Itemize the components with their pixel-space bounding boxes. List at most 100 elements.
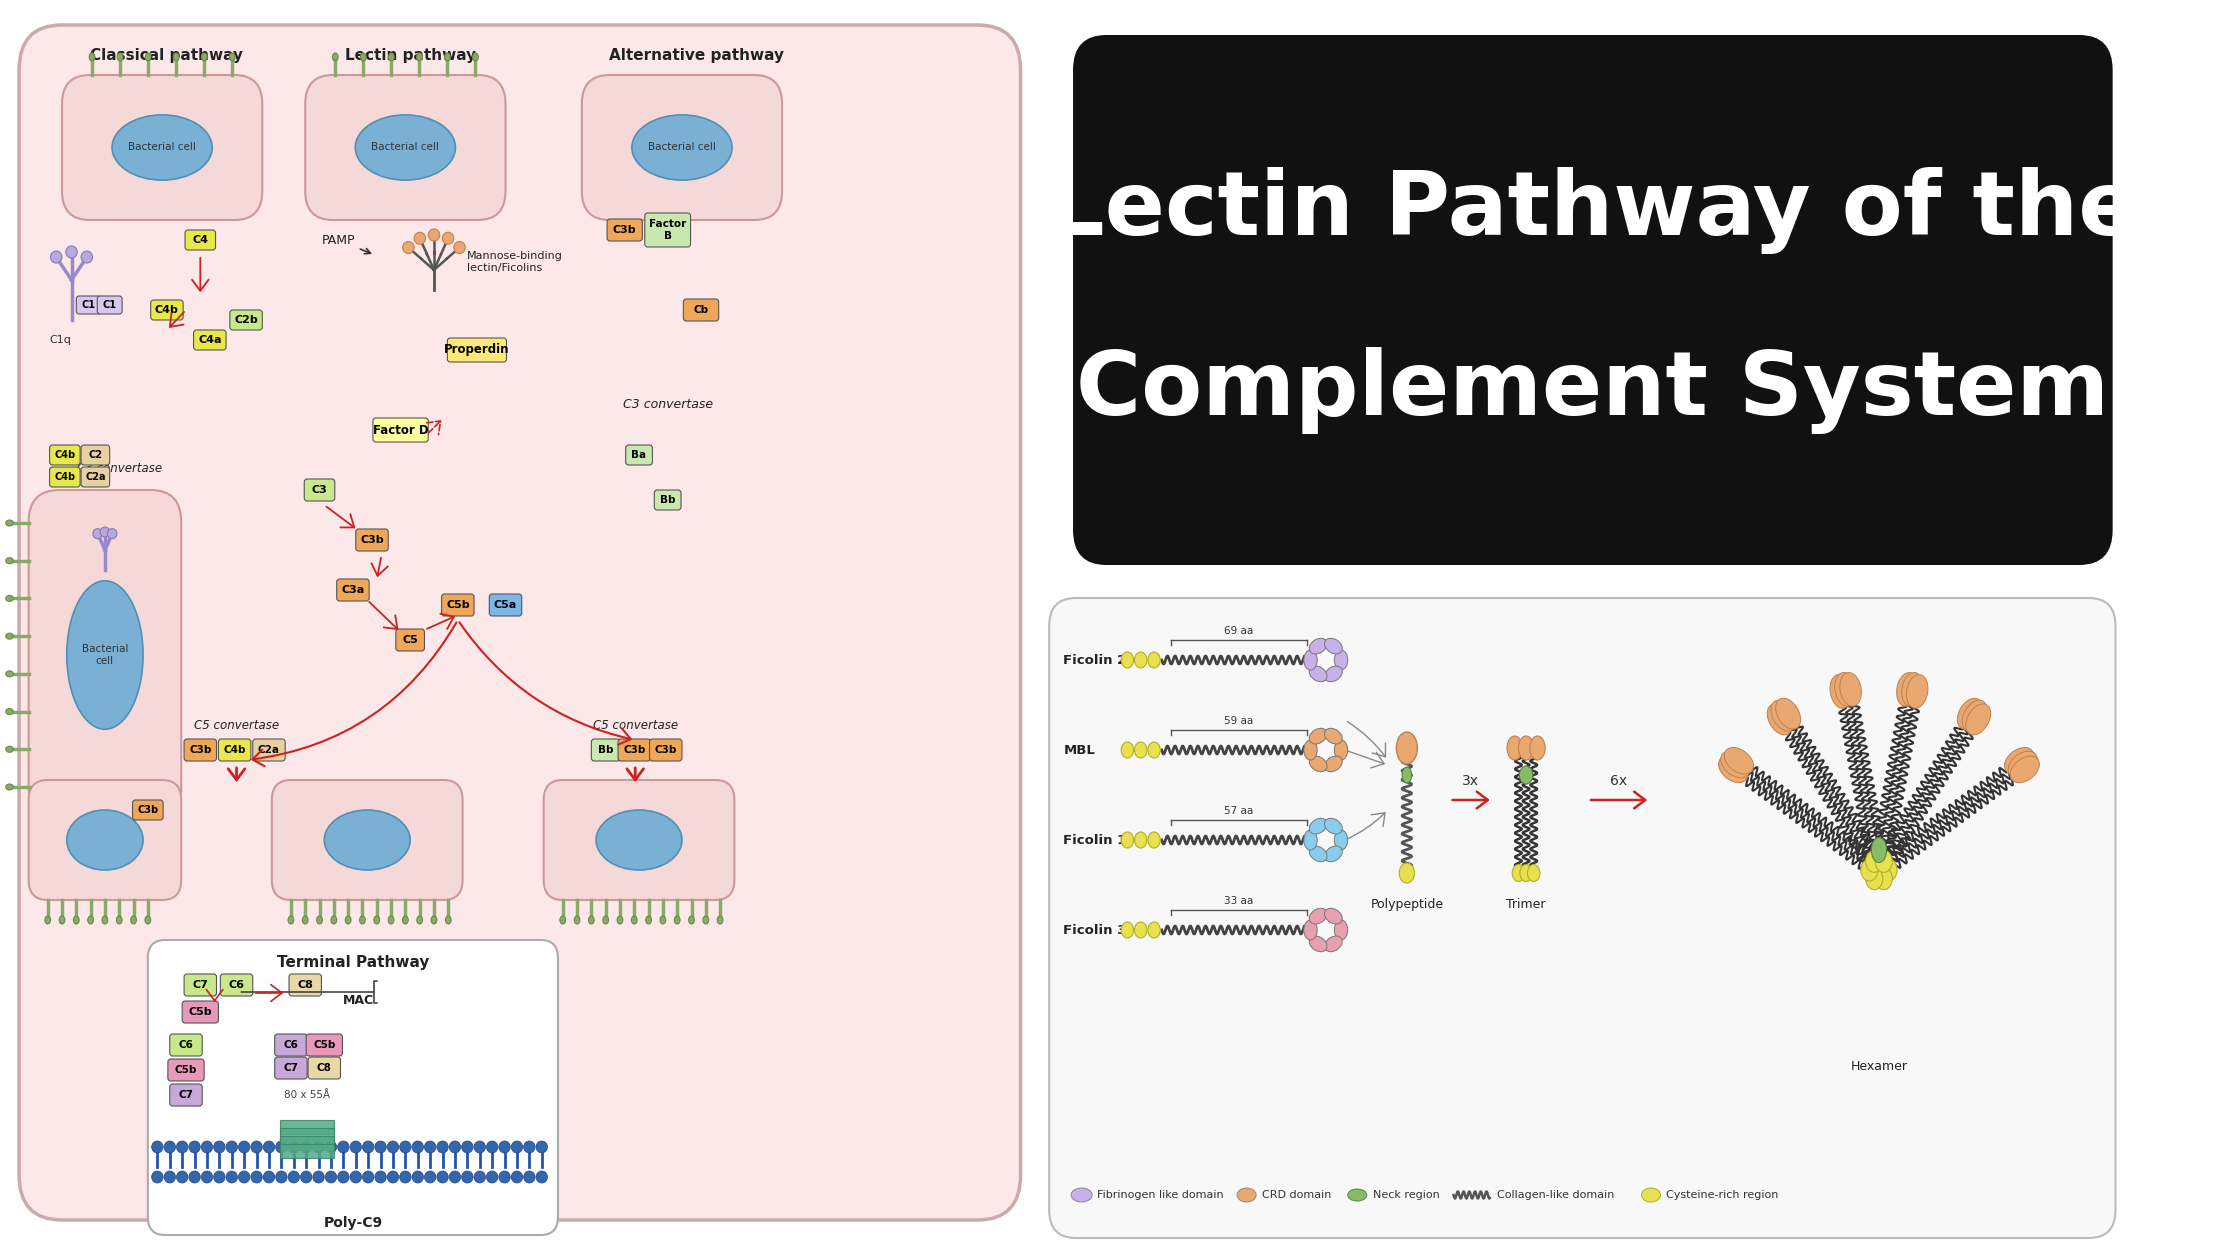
FancyBboxPatch shape — [231, 310, 262, 330]
Circle shape — [511, 1171, 522, 1183]
Text: Bacterial
cell: Bacterial cell — [81, 644, 128, 665]
Ellipse shape — [1402, 767, 1411, 782]
Ellipse shape — [1236, 1188, 1257, 1202]
Ellipse shape — [430, 916, 437, 924]
Text: C6: C6 — [284, 1040, 298, 1050]
Text: C7: C7 — [284, 1063, 298, 1074]
Text: 33 aa: 33 aa — [1225, 896, 1254, 906]
Ellipse shape — [1521, 864, 1532, 882]
Circle shape — [461, 1142, 473, 1153]
Ellipse shape — [1767, 704, 1792, 735]
FancyBboxPatch shape — [186, 231, 215, 249]
Ellipse shape — [1830, 674, 1852, 708]
Text: C2a: C2a — [258, 745, 280, 755]
FancyBboxPatch shape — [309, 1057, 340, 1079]
Ellipse shape — [1512, 864, 1525, 882]
FancyBboxPatch shape — [683, 299, 719, 321]
Ellipse shape — [1879, 859, 1897, 881]
Ellipse shape — [1324, 639, 1342, 654]
Text: Terminal Pathway: Terminal Pathway — [278, 955, 430, 969]
FancyBboxPatch shape — [650, 740, 681, 761]
Ellipse shape — [1396, 732, 1418, 764]
Text: 3x: 3x — [1463, 774, 1478, 788]
Circle shape — [511, 1142, 522, 1153]
Ellipse shape — [1400, 863, 1413, 883]
Circle shape — [325, 1171, 336, 1183]
Circle shape — [65, 246, 76, 258]
Bar — [280, 1120, 334, 1134]
FancyBboxPatch shape — [220, 740, 251, 761]
Ellipse shape — [417, 53, 423, 60]
Text: C6: C6 — [179, 1040, 193, 1050]
Circle shape — [363, 1142, 374, 1153]
Circle shape — [52, 251, 63, 263]
Ellipse shape — [1304, 830, 1317, 850]
Ellipse shape — [444, 53, 450, 60]
FancyBboxPatch shape — [276, 1057, 307, 1079]
Circle shape — [338, 1171, 349, 1183]
Text: Ficolin 2: Ficolin 2 — [1064, 654, 1127, 667]
Circle shape — [349, 1171, 361, 1183]
Ellipse shape — [1875, 850, 1893, 872]
Text: Alternative pathway: Alternative pathway — [609, 48, 784, 63]
Text: C4b: C4b — [54, 472, 76, 483]
Ellipse shape — [1962, 701, 1987, 731]
Ellipse shape — [1122, 922, 1133, 937]
Text: C3: C3 — [311, 485, 327, 495]
Ellipse shape — [1958, 698, 1982, 730]
FancyBboxPatch shape — [544, 780, 735, 900]
Ellipse shape — [1147, 922, 1160, 937]
FancyBboxPatch shape — [289, 974, 320, 995]
Text: Ba: Ba — [632, 450, 647, 460]
Circle shape — [289, 1142, 300, 1153]
Text: C3b: C3b — [361, 536, 383, 546]
Text: C5b: C5b — [175, 1065, 197, 1075]
Circle shape — [437, 1171, 448, 1183]
Ellipse shape — [1835, 673, 1857, 706]
Text: C5 convertase: C5 convertase — [195, 719, 280, 732]
Ellipse shape — [1147, 651, 1160, 668]
Circle shape — [276, 1171, 287, 1183]
Circle shape — [152, 1142, 164, 1153]
Circle shape — [213, 1171, 224, 1183]
FancyBboxPatch shape — [305, 76, 506, 220]
Bar — [280, 1144, 334, 1158]
Ellipse shape — [1324, 845, 1342, 862]
FancyBboxPatch shape — [654, 490, 681, 510]
Circle shape — [188, 1171, 199, 1183]
Ellipse shape — [1308, 639, 1326, 654]
Circle shape — [437, 1142, 448, 1153]
Text: C5a: C5a — [493, 600, 517, 610]
FancyBboxPatch shape — [29, 780, 181, 900]
Ellipse shape — [1324, 756, 1342, 771]
FancyBboxPatch shape — [132, 800, 164, 820]
Ellipse shape — [1508, 736, 1523, 760]
Ellipse shape — [1519, 766, 1532, 784]
Ellipse shape — [388, 53, 394, 60]
Circle shape — [486, 1142, 497, 1153]
Circle shape — [412, 1171, 423, 1183]
Ellipse shape — [1725, 747, 1754, 774]
Text: C5b: C5b — [314, 1040, 336, 1050]
Text: C5b: C5b — [188, 1007, 213, 1017]
Ellipse shape — [45, 916, 52, 924]
Circle shape — [450, 1171, 461, 1183]
Ellipse shape — [1324, 908, 1342, 924]
Ellipse shape — [616, 916, 623, 924]
Text: Neck region: Neck region — [1373, 1189, 1440, 1200]
Text: Bacterial cell: Bacterial cell — [647, 142, 717, 152]
Ellipse shape — [361, 916, 365, 924]
Circle shape — [202, 1171, 213, 1183]
Ellipse shape — [632, 916, 636, 924]
Ellipse shape — [560, 916, 567, 924]
FancyBboxPatch shape — [184, 740, 217, 761]
Text: C4: C4 — [193, 236, 208, 244]
Ellipse shape — [1308, 936, 1326, 951]
FancyBboxPatch shape — [305, 479, 334, 501]
Circle shape — [423, 1171, 437, 1183]
Ellipse shape — [116, 916, 123, 924]
Ellipse shape — [1071, 1188, 1093, 1202]
Circle shape — [441, 232, 455, 244]
Circle shape — [500, 1142, 511, 1153]
FancyBboxPatch shape — [63, 76, 262, 220]
